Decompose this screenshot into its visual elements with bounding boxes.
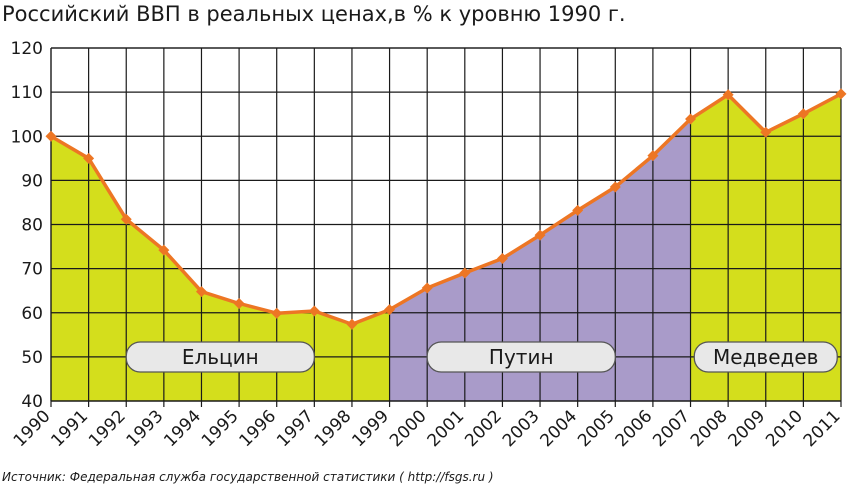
y-tick-label: 100 xyxy=(11,127,43,147)
x-tick-labels: 1990199119921993199419951996199719981999… xyxy=(10,406,845,451)
data-point-2000 xyxy=(421,282,433,294)
x-tick-label: 2011 xyxy=(800,406,845,451)
data-point-2007 xyxy=(685,113,697,125)
period-label-0: Ельцин xyxy=(125,341,315,373)
period-pill xyxy=(125,341,315,373)
period-name: Ельцин xyxy=(182,345,259,369)
x-tick-label: 2005 xyxy=(574,406,619,451)
data-point-2009 xyxy=(760,126,772,138)
data-point-1999 xyxy=(384,304,396,316)
data-point-1998 xyxy=(346,318,358,330)
data-point-2003 xyxy=(534,229,546,241)
source-note: Источник: Федеральная служба государстве… xyxy=(2,470,494,484)
x-tick-label: 1991 xyxy=(47,406,92,451)
period-pill xyxy=(426,341,616,373)
data-point-1994 xyxy=(195,286,207,298)
data-point-2004 xyxy=(572,204,584,216)
x-tick-label: 2004 xyxy=(536,406,581,451)
x-tick-label: 1997 xyxy=(273,406,318,451)
data-point-1990 xyxy=(45,130,57,142)
data-point-1993 xyxy=(158,244,170,256)
period-label-2: Медведев xyxy=(693,341,838,373)
x-tick-label: 1993 xyxy=(123,406,168,451)
y-tick-label: 110 xyxy=(11,83,43,103)
x-tick-label: 1992 xyxy=(85,406,130,451)
x-tick-label: 2006 xyxy=(612,406,657,451)
period-pill xyxy=(693,341,838,373)
data-point-2001 xyxy=(459,267,471,279)
y-tick-label: 60 xyxy=(21,304,43,324)
period-name: Медведев xyxy=(713,345,818,369)
x-tick-label: 1990 xyxy=(10,406,55,451)
x-tick-label: 2010 xyxy=(762,406,807,451)
data-point-2011 xyxy=(835,88,847,100)
series-line xyxy=(50,92,842,326)
period-label-1: Путин xyxy=(426,341,616,373)
x-tick-label: 2002 xyxy=(461,406,506,451)
y-tick-labels: 40 50 60 70 80 90 100 110 120 xyxy=(11,39,43,412)
x-tick-label: 1995 xyxy=(198,406,243,451)
y-tick-label: 90 xyxy=(21,171,43,191)
data-point-1996 xyxy=(271,307,283,319)
period-labels: Ельцин Путин Медведев xyxy=(125,341,838,373)
axes xyxy=(50,47,842,407)
data-point-2002 xyxy=(496,252,508,264)
x-tick-label: 2003 xyxy=(499,406,544,451)
period-name: Путин xyxy=(489,345,554,369)
data-point-1991 xyxy=(83,152,95,164)
data-point-2010 xyxy=(797,108,809,120)
gdp-line xyxy=(50,92,842,326)
x-tick-label: 2001 xyxy=(424,406,469,451)
data-point-2005 xyxy=(609,181,621,193)
data-point-1995 xyxy=(233,297,245,309)
chart-title: Российский ВВП в реальных ценах,в % к ур… xyxy=(2,2,626,26)
x-tick-label: 1994 xyxy=(160,406,205,451)
x-tick-label: 2000 xyxy=(386,406,431,451)
x-tick-label: 1998 xyxy=(311,406,356,451)
y-tick-label: 120 xyxy=(11,39,43,59)
y-tick-label: 50 xyxy=(21,348,43,368)
data-point-2008 xyxy=(722,89,734,101)
period-area-0 xyxy=(51,136,390,401)
x-tick-label: 2007 xyxy=(649,406,694,451)
x-tick-label: 1999 xyxy=(348,406,393,451)
x-tick-label: 2008 xyxy=(687,406,732,451)
y-tick-label: 80 xyxy=(21,216,43,236)
series-markers xyxy=(45,88,847,330)
data-point-1997 xyxy=(308,305,320,317)
x-tick-label: 1996 xyxy=(236,406,281,451)
data-point-1992 xyxy=(120,213,132,225)
y-tick-label: 40 xyxy=(21,392,43,412)
y-tick-label: 70 xyxy=(21,260,43,280)
data-point-2006 xyxy=(647,150,659,162)
x-tick-label: 2009 xyxy=(725,406,770,451)
